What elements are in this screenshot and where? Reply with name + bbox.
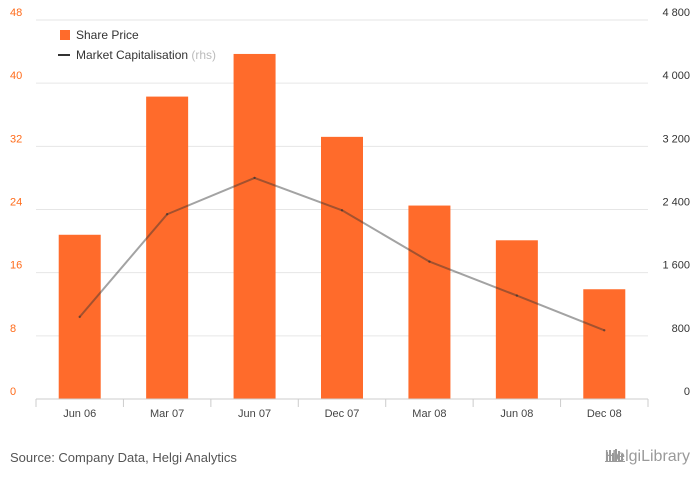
x-axis: Jun 06 Mar 07 Jun 07 Dec 07 Mar 08 Jun 08 Dec … — [35, 398, 649, 420]
line-point — [515, 294, 519, 297]
y-right-tick-label: 4 000 — [662, 70, 690, 82]
line-point — [340, 209, 344, 212]
line-point — [428, 260, 431, 263]
y-right-tick-label: 1 600 — [662, 260, 690, 272]
x-tick-label: Dec 08 — [587, 408, 622, 420]
line-segment — [515, 294, 606, 332]
y-right-tick-label: 2 400 — [662, 197, 690, 209]
line-point — [253, 176, 256, 180]
line-point — [165, 213, 169, 216]
line-point — [603, 329, 606, 332]
line-segment — [166, 176, 256, 216]
x-tick-label: Mar 07 — [150, 408, 184, 420]
legend-label: Market Capitalisation (rhs) — [76, 48, 216, 62]
bar — [321, 136, 363, 399]
y-left-tick-label: 40 — [10, 70, 22, 82]
y-right-tick-label: 3 200 — [662, 133, 690, 145]
library-icon — [604, 449, 625, 462]
y-axis-right: 0 800 1 600 2 400 3 200 4 000 4 800 — [662, 7, 690, 398]
y-right-tick-label: 0 — [684, 386, 690, 398]
y-right-tick-label: 800 — [672, 323, 690, 335]
bar — [495, 240, 538, 399]
y-left-tick-label: 16 — [10, 260, 22, 272]
y-left-tick-label: 24 — [10, 197, 22, 209]
brand-name: HelgiLibrary — [604, 448, 690, 465]
line-segment — [341, 209, 431, 263]
bar — [408, 205, 451, 399]
line-series — [78, 176, 606, 332]
source-note: Source: Company Data, Helgi Analytics — [10, 450, 237, 465]
y-right-tick-label: 4 800 — [662, 7, 690, 19]
x-tick-label: Jun 07 — [238, 408, 271, 420]
bar — [233, 53, 276, 399]
line-segment — [428, 260, 518, 297]
x-tick-label: Jun 08 — [500, 408, 533, 420]
legend-swatch-bar — [60, 30, 70, 40]
legend-label: Share Price — [76, 28, 139, 42]
x-tick-label: Mar 08 — [412, 408, 446, 420]
legend-label-suffix: (rhs) — [191, 48, 216, 62]
line-segment — [253, 176, 343, 212]
bar — [583, 289, 626, 399]
x-tick-label: Dec 07 — [325, 408, 360, 420]
y-left-tick-label: 8 — [10, 323, 16, 335]
line-point — [78, 315, 81, 319]
bar-series — [58, 53, 626, 399]
brand-logo: HelgiLibrary — [604, 448, 690, 466]
line-segment — [78, 213, 169, 318]
legend: Share Price Market Capitalisation (rhs) — [58, 28, 216, 62]
y-left-tick-label: 0 — [10, 386, 16, 398]
y-axis-left: 0 8 16 24 32 40 48 — [10, 7, 22, 398]
y-left-tick-label: 48 — [10, 7, 22, 19]
bar — [146, 96, 189, 399]
x-tick-label: Jun 06 — [63, 408, 96, 420]
y-left-tick-label: 32 — [10, 133, 22, 145]
